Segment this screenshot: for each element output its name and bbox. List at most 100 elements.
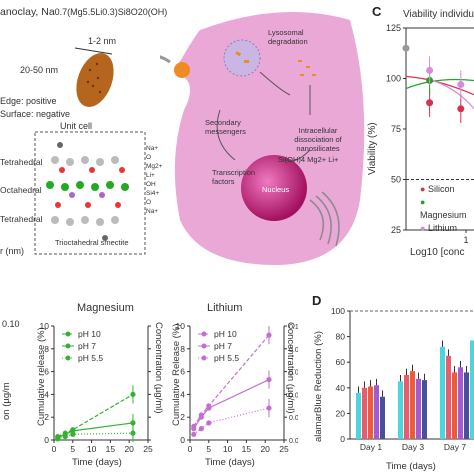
c-point-silicon [426, 99, 434, 107]
x-tick-label: 15 [242, 444, 252, 454]
c-x-tick-label: 1 [463, 235, 468, 245]
ions-label: Si(OH)4 Mg2+ Li+ [278, 155, 339, 164]
degraded-particles [235, 51, 316, 76]
d-bar [374, 385, 379, 439]
d-x-tick-label: Day 1 [360, 442, 382, 452]
series-point [130, 430, 136, 436]
layer-label-middle: Octahedral [0, 185, 42, 195]
series-point [266, 405, 272, 411]
y-tick-label: 10 [176, 321, 185, 331]
c-y-tick-label: 25 [391, 225, 401, 235]
legend-label: pH 7 [78, 341, 96, 351]
x-tick-label: 10 [87, 444, 97, 454]
panel-c-label: C [372, 4, 382, 19]
d-bar [356, 392, 361, 439]
atom-lattice [46, 142, 129, 241]
legend-label: pH 10 [78, 329, 101, 339]
legend-silicon: ● Silicon [420, 184, 455, 194]
series-point [191, 426, 197, 432]
d-bar [422, 380, 427, 439]
d-bar [440, 346, 445, 439]
y-tick-label: 0 [180, 435, 185, 445]
x-tick-label: 25 [143, 444, 153, 454]
d-bar [362, 387, 367, 439]
incoming-nanoparticle [174, 62, 190, 78]
nanoclay-particle-diagram [34, 47, 146, 255]
legend-marker [201, 355, 207, 361]
mg-left-axis-fragment: on (µg/m [1, 382, 12, 420]
panel-c-title: Viability individua [403, 9, 474, 20]
y-tick-label: 2 [44, 412, 49, 422]
x-tick-label: 20 [124, 444, 134, 454]
legend-magnesium: ● Magnesium [420, 197, 467, 220]
series-point [266, 376, 272, 383]
dissociation-label: Intracellular dissociation of nanosilica… [294, 126, 342, 153]
li-chart: 0 0.00 2 0.02 4 0.04 6 0.06 8 0.08 10 0.10 0 5 10 15 20 2… [176, 321, 298, 454]
x-tick-label: 0 [188, 444, 193, 454]
lateral-size-arrow [74, 47, 113, 55]
panel-d-ylabel: alamarBlue Reduction (%) [313, 331, 324, 442]
c-fit-lithium [425, 77, 474, 110]
d-y-tick-label: 0 [340, 434, 345, 444]
secondary-messengers-label: Secondary messengers [205, 118, 246, 136]
right-tick-label: 0.04 [289, 392, 298, 399]
right-tick-label: 0.00 [289, 438, 298, 445]
cell-body [174, 12, 365, 266]
d-bar [410, 371, 415, 439]
panel-c-xlabel: Log10 [conc [410, 247, 465, 258]
series-line-0 [57, 393, 134, 438]
d-bar [464, 372, 469, 439]
legend-marker [65, 343, 71, 349]
y-tick-label: 10 [40, 321, 49, 331]
d-bar [458, 367, 463, 439]
unit-cell-box [34, 131, 146, 255]
x-tick-label: 10 [223, 444, 233, 454]
d-bar-extra [470, 340, 474, 439]
right-tick-label: 0.02 [289, 415, 298, 422]
c-point-lithium [426, 66, 434, 74]
li-xlabel: Time (days) [205, 457, 255, 468]
y-tick-label: 2 [180, 412, 185, 422]
d-bar [380, 396, 385, 439]
lateral-size-label: 1-2 nm [88, 36, 117, 46]
d-y-tick-label: 100 [331, 306, 345, 316]
mg-xlabel: Time (days) [72, 457, 122, 468]
nucleus [241, 155, 307, 221]
d-bar [398, 381, 403, 439]
lattice-caption: Trioctahedral smectite [55, 238, 129, 247]
transcription-factors-label: Transcription factors [212, 168, 256, 186]
series-point [70, 431, 76, 437]
panel-d-chart: 0 20 40 60 80 100 Day 1 Day 3 Day 7 [331, 306, 474, 452]
panel-d-label: D [312, 293, 322, 308]
y-tick-label: 0 [44, 435, 49, 445]
d-bar [452, 372, 457, 439]
c-y-tick-label: 50 [391, 175, 401, 185]
edge-charge-label: Edge: positive [0, 96, 57, 106]
surface-charge-label: Surface: negative [0, 109, 71, 119]
x-tick-label: 20 [260, 444, 270, 454]
li-title: Lithium [207, 302, 243, 314]
d-y-tick-label: 40 [336, 383, 346, 393]
unit-cell-label: Unit cell [60, 121, 93, 131]
d-bar [416, 378, 421, 439]
y-tick-label: 6 [180, 367, 185, 377]
series-line-2 [57, 432, 133, 440]
lysosome [223, 39, 261, 77]
uptake-arrow [160, 55, 171, 64]
legend-marker [201, 343, 207, 349]
right-tick-label: 0.06 [289, 370, 298, 377]
panel-b-cell-diagram [160, 12, 365, 266]
layer-label-top: Tetrahedral [0, 157, 43, 167]
series-point [62, 433, 68, 440]
axis-fragment: r (nm) [0, 246, 24, 256]
c-fit-magnesium [405, 78, 474, 90]
d-y-tick-label: 20 [336, 408, 346, 418]
x-tick-label: 25 [279, 444, 289, 454]
legend-label: pH 10 [214, 329, 237, 339]
nucleus-label: Nucleus [262, 185, 290, 194]
right-tick-label: 0.08 [289, 347, 298, 354]
nanoclay-disc [76, 53, 114, 107]
series-line-1 [57, 422, 134, 439]
y-tick-label: 6 [44, 367, 49, 377]
y-tick-label: 4 [44, 389, 49, 399]
